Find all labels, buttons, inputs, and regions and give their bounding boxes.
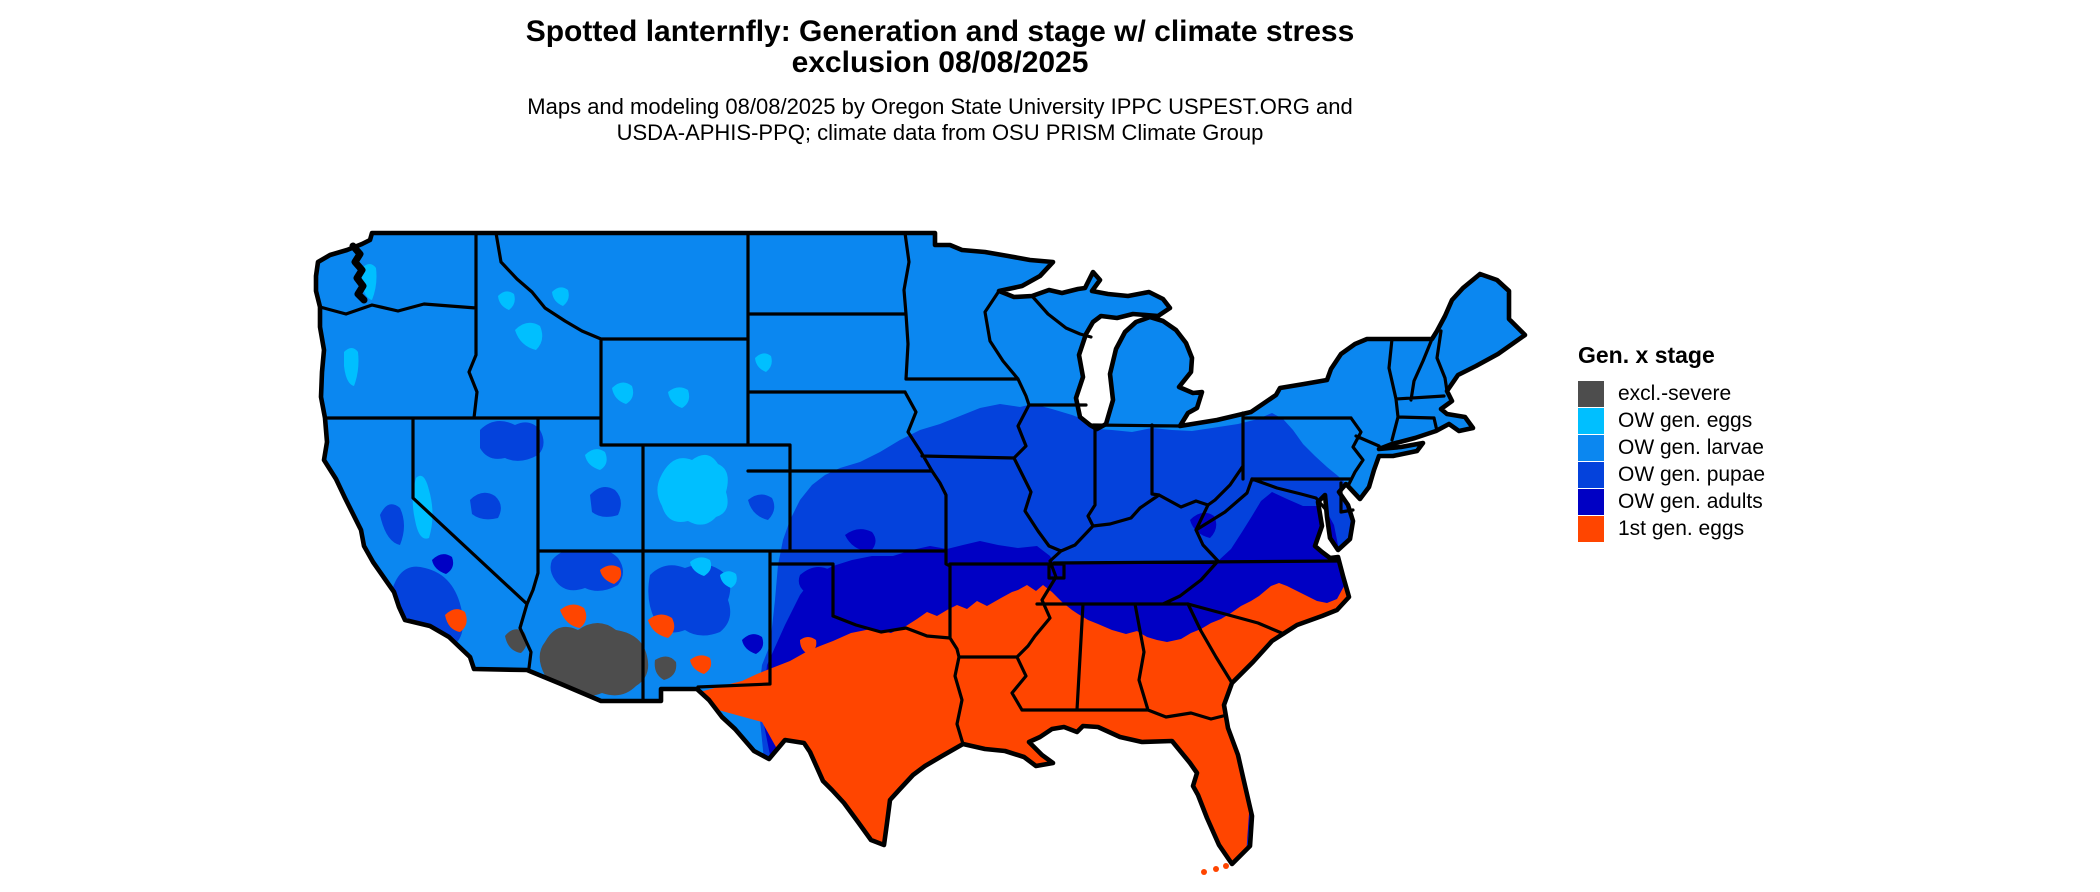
map-subtitle-line1: Maps and modeling 08/08/2025 by Oregon S…: [527, 94, 1353, 119]
region-ow-pupae-patch: [380, 421, 775, 651]
map-title-line2: exclusion 08/08/2025: [791, 46, 1089, 79]
legend-row-ow-pupae: OW gen. pupae: [1578, 461, 1765, 488]
map-subtitle: Maps and modeling 08/08/2025 by Oregon S…: [340, 94, 1540, 146]
legend-row-ow-larvae: OW gen. larvae: [1578, 434, 1765, 461]
region-ow-adults-patch: [432, 512, 1217, 654]
legend-title: Gen. x stage: [1578, 342, 1715, 368]
legend-label-ow-eggs: OW gen. eggs: [1618, 408, 1753, 432]
legend-swatch-first-gen-eggs: [1578, 515, 1604, 542]
legend-label-ow-adults: OW gen. adults: [1618, 489, 1763, 513]
legend-label-excl-severe: excl.-severe: [1618, 381, 1732, 405]
legend-row-first-gen-eggs: 1st gen. eggs: [1578, 515, 1765, 542]
legend-label-first-gen-eggs: 1st gen. eggs: [1618, 516, 1745, 540]
legend-row-ow-eggs: OW gen. eggs: [1578, 407, 1765, 434]
legend-swatch-ow-adults: [1578, 488, 1604, 515]
florida-keys: [1201, 863, 1229, 875]
state-borders: [318, 231, 1449, 746]
puget-sound: [349, 242, 368, 304]
title-block: Spotted lanternfly: Generation and stage…: [340, 16, 1540, 146]
map-title-line1: Spotted lanternfly: Generation and stage…: [525, 15, 1355, 48]
legend-swatch-excl-severe: [1578, 380, 1604, 407]
legend: Gen. x stage excl.-severe OW gen. eggs O…: [1578, 342, 1765, 542]
legend-row-ow-adults: OW gen. adults: [1578, 488, 1765, 515]
legend-swatch-ow-eggs: [1578, 407, 1604, 434]
legend-swatch-ow-larvae: [1578, 434, 1604, 461]
map-subtitle-line2: USDA-APHIS-PPQ; climate data from OSU PR…: [616, 120, 1264, 145]
legend-swatch-ow-pupae: [1578, 461, 1604, 488]
legend-row-excl-severe: excl.-severe: [1578, 380, 1765, 407]
region-ow-eggs: [344, 264, 772, 588]
us-outline: [313, 230, 1528, 867]
legend-label-ow-larvae: OW gen. larvae: [1618, 435, 1764, 459]
legend-label-ow-pupae: OW gen. pupae: [1618, 462, 1766, 486]
